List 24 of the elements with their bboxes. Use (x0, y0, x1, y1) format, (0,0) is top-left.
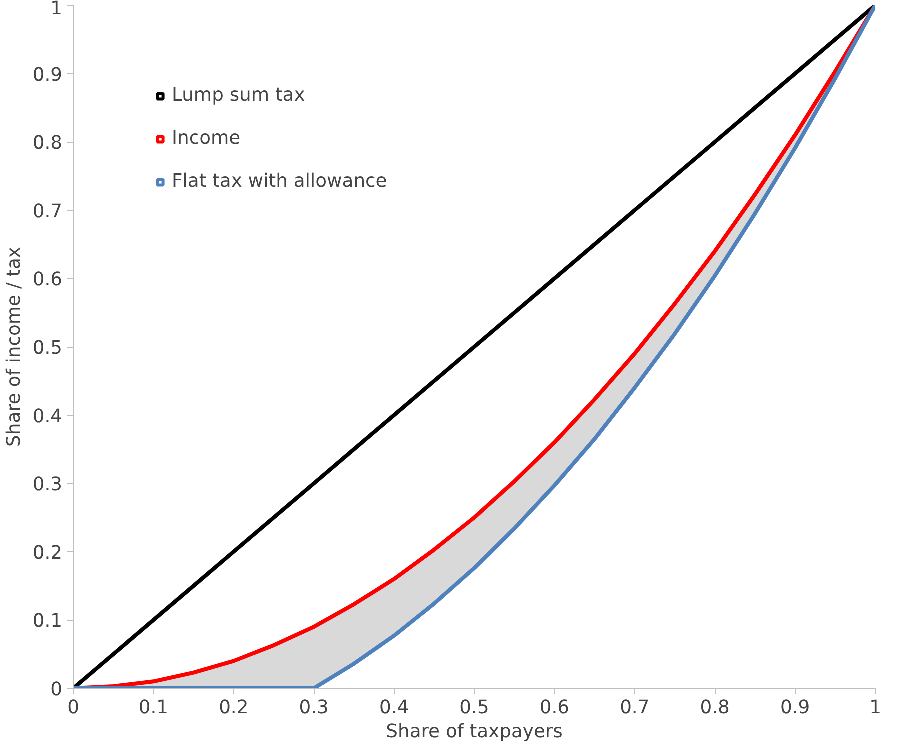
x-tick-label: 0.5 (460, 698, 490, 718)
y-tick-label: 0.1 (32, 611, 62, 632)
x-tick-label: 0.3 (299, 698, 329, 718)
x-tick-label: 0.2 (219, 698, 249, 718)
y-tick-label: 0.3 (32, 474, 62, 496)
x-tick-label: 0.1 (138, 698, 169, 718)
y-tick-label: 0.9 (32, 64, 62, 86)
x-tick-label: 0.6 (540, 698, 570, 718)
x-tick-label: 0.4 (379, 698, 410, 718)
y-tick-label: 0.8 (32, 133, 62, 154)
y-tick-label: 0.7 (32, 201, 62, 222)
x-tick-label: 0.7 (620, 698, 650, 718)
y-tick-label: 1 (50, 0, 63, 20)
y-tick-label: 0.2 (32, 542, 62, 564)
y-axis-title: Share of income / tax (4, 247, 25, 447)
x-tick-label: 0 (68, 698, 80, 718)
x-axis-title: Share of taxpayers (386, 722, 563, 742)
y-tick-label: 0.6 (32, 270, 62, 291)
x-tick-label: 1 (870, 698, 882, 718)
x-tick-label: 0.8 (700, 698, 730, 718)
y-tick-label: 0 (50, 680, 63, 700)
x-tick-label: 0.9 (780, 698, 810, 718)
y-tick-label: 0.5 (32, 338, 62, 359)
y-tick-label: 0.4 (32, 406, 62, 428)
